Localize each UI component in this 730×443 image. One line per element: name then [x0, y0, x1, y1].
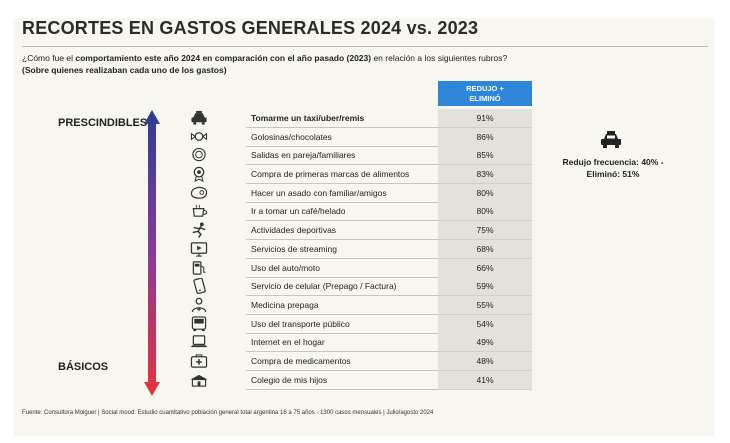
mobile-phone-icon — [193, 278, 206, 295]
chart-card — [14, 18, 714, 436]
row-divider — [246, 332, 438, 334]
category-list: Tomarme un taxi/uber/remis 91% Golosinas/c… — [188, 109, 532, 390]
value-cell: 83% — [438, 165, 532, 184]
doctor-icon — [191, 297, 207, 313]
value-cell: 91% — [438, 109, 532, 128]
value-cell: 48% — [438, 351, 532, 371]
row-divider — [246, 276, 438, 278]
category-label: Hacer un asado con familiar/amigos — [251, 187, 387, 198]
steak-icon — [190, 186, 208, 199]
table-row: Ir a tomar un café/helado 80% — [188, 202, 532, 222]
category-label: Colegio de mis hijos — [251, 374, 328, 385]
category-label: Compra de medicamentos — [251, 355, 351, 366]
row-divider — [246, 239, 438, 240]
row-divider — [246, 145, 438, 147]
scale-label-bottom: BÁSICOS — [58, 361, 109, 373]
value-cell: 80% — [438, 183, 532, 203]
category-label: Actividades deportivas — [251, 225, 337, 236]
table-row: Servicio de celular (Prepago / Factura) 5… — [188, 277, 532, 296]
row-divider — [246, 388, 438, 390]
title-divider — [22, 46, 708, 47]
category-label: Tomarme un taxi/uber/remis — [251, 113, 365, 123]
row-divider — [246, 201, 438, 203]
row-divider — [246, 183, 438, 184]
row-divider — [246, 369, 438, 371]
school-icon — [190, 374, 208, 387]
row-divider — [246, 127, 438, 128]
table-row: Compra de primeras marcas de alimentos 83… — [188, 165, 532, 184]
category-label: Medicina prepaga — [251, 299, 319, 310]
value-cell: 80% — [438, 202, 532, 222]
table-row: Salidas en pareja/familiares 85% — [188, 146, 532, 166]
category-label: Ir a tomar un café/helado — [251, 206, 346, 217]
value-cell: 85% — [438, 146, 532, 166]
table-row: Servicios de streaming 68% — [188, 239, 532, 259]
category-label: Salidas en pareja/familiares — [251, 150, 356, 161]
table-row: Uso del auto/moto 66% — [188, 258, 532, 278]
survey-question: ¿Cómo fue el comportamiento este año 202… — [22, 53, 507, 63]
fuel-pump-icon — [192, 260, 206, 275]
category-label: Uso del transporte público — [251, 318, 350, 329]
scale-label-top: PRESCINDIBLES — [58, 117, 148, 129]
category-label: Servicios de streaming — [251, 243, 337, 254]
pharmacy-icon — [190, 354, 208, 368]
row-divider — [246, 257, 438, 259]
coffee-cup-icon — [192, 205, 208, 218]
taxi-detail-note: Redujo frecuencia: 40% - Eliminó: 51% — [562, 157, 664, 179]
category-label: Servicio de celular (Prepago / Factura) — [251, 281, 397, 292]
bus-icon — [191, 315, 207, 331]
row-divider — [246, 164, 438, 166]
value-cell: 41% — [438, 370, 532, 390]
value-cell: 49% — [438, 333, 532, 352]
tv-icon — [190, 242, 208, 257]
category-label: Uso del auto/moto — [251, 262, 320, 273]
category-label: Compra de primeras marcas de alimentos — [251, 169, 410, 180]
row-divider — [246, 295, 438, 296]
taxi-icon — [601, 131, 621, 148]
value-cell: 68% — [438, 239, 532, 259]
category-label: Golosinas/chocolates — [251, 131, 332, 142]
chart-title: RECORTES EN GASTOS GENERALES 2024 vs. 20… — [22, 18, 479, 38]
category-label: Internet en el hogar — [251, 337, 325, 348]
row-divider — [246, 220, 438, 222]
table-row: Hacer un asado con familiar/amigos 80% — [188, 183, 532, 203]
value-cell: 54% — [438, 314, 532, 334]
value-cell: 86% — [438, 127, 532, 147]
value-cell: 66% — [438, 258, 532, 278]
question-bold: comportamiento este año 2024 en comparac… — [75, 53, 372, 63]
table-row: Medicina prepaga 55% — [188, 295, 532, 315]
table-row: Actividades deportivas 75% — [188, 221, 532, 240]
brand-badge-icon — [193, 166, 205, 183]
dining-icon — [192, 148, 206, 162]
value-cell: 75% — [438, 221, 532, 240]
row-divider — [246, 313, 438, 315]
question-suffix: en relación a los siguientes rubros? — [371, 53, 508, 63]
value-cell: 55% — [438, 295, 532, 315]
source-footnote: Fuente: Consultora Moiguer | Social mood… — [22, 410, 434, 416]
table-row: Compra de medicamentos 48% — [188, 351, 532, 371]
gradient-scale-arrow — [144, 110, 160, 396]
laptop-icon — [190, 335, 208, 348]
column-header: REDUJO + ELIMINÓ — [438, 81, 532, 106]
taxi-icon — [191, 110, 207, 125]
survey-subtitle: (Sobre quienes realizaban cada uno de lo… — [22, 65, 227, 75]
running-person-icon — [192, 222, 206, 238]
table-row: Tomarme un taxi/uber/remis 91% — [188, 109, 532, 128]
table-row: Colegio de mis hijos 41% — [188, 370, 532, 390]
table-row: Uso del transporte público 54% — [188, 314, 532, 334]
table-row: Internet en el hogar 49% — [188, 333, 532, 352]
row-divider — [246, 351, 438, 352]
question-prefix: ¿Cómo fue el — [22, 53, 76, 63]
table-row: Golosinas/chocolates 86% — [188, 127, 532, 147]
value-cell: 59% — [438, 277, 532, 296]
candy-icon — [190, 131, 208, 141]
